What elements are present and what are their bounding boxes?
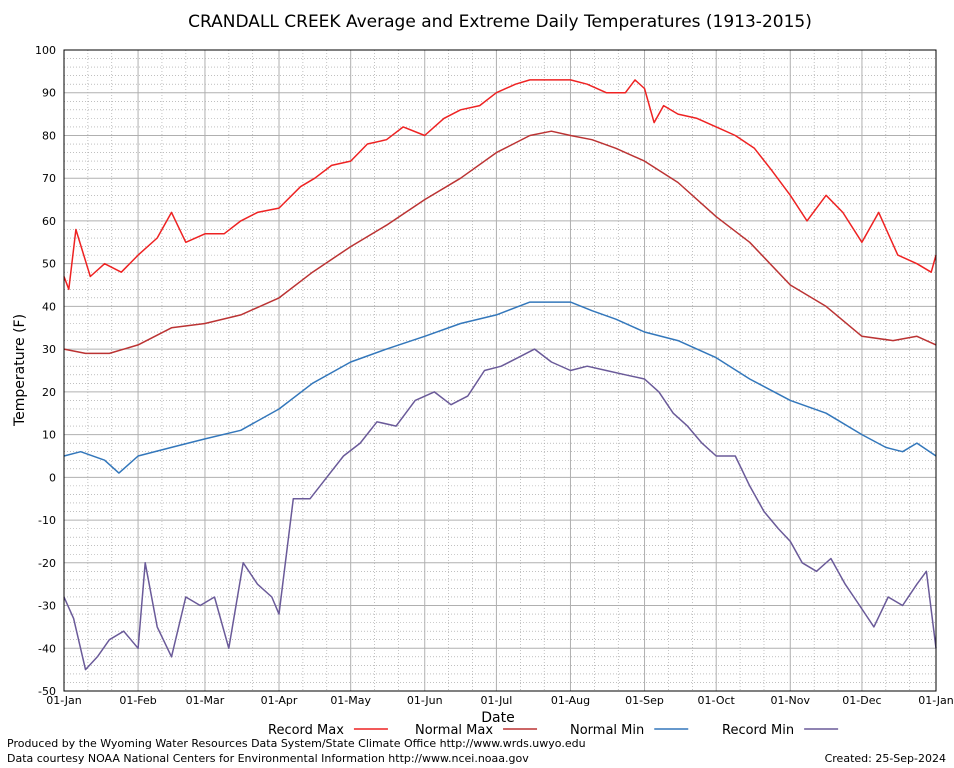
legend-label: Record Min xyxy=(722,723,794,738)
legend-label: Normal Max xyxy=(415,723,493,738)
x-axis-label: Date xyxy=(481,710,514,726)
y-tick-label: -20 xyxy=(38,557,56,570)
x-tick-label: 01-Oct xyxy=(698,694,736,707)
y-tick-label: -50 xyxy=(38,685,56,698)
x-tick-label: 01-Mar xyxy=(186,694,225,707)
x-tick-label: 01-Feb xyxy=(119,694,156,707)
x-tick-label: 01-May xyxy=(330,694,371,707)
legend-label: Normal Min xyxy=(570,723,644,738)
x-tick-label: 01-Aug xyxy=(551,694,590,707)
x-tick-label: 01-Jan xyxy=(918,694,954,707)
plot-frame xyxy=(63,49,937,692)
y-tick-label: 30 xyxy=(42,343,56,356)
legend: Record Max Normal Max Normal Min Record Min xyxy=(268,723,839,738)
x-tick-label: 01-Nov xyxy=(771,694,811,707)
series-line-normal-max xyxy=(63,130,937,355)
plot-background xyxy=(63,49,937,692)
y-tick-label: 90 xyxy=(42,87,56,100)
y-tick-label: 70 xyxy=(42,172,56,185)
series-lines xyxy=(63,79,937,671)
y-axis-label: Temperature (F) xyxy=(12,314,28,427)
x-tick-label: 01-Jan xyxy=(46,694,82,707)
y-tick-label: 0 xyxy=(49,471,56,484)
legend-label: Record Max xyxy=(268,723,344,738)
chart-title: CRANDALL CREEK Average and Extreme Daily… xyxy=(188,12,812,32)
x-tick-label: 01-Jun xyxy=(407,694,443,707)
x-tick-label: 01-Jul xyxy=(480,694,512,707)
y-tick-label: 60 xyxy=(42,215,56,228)
series-line-record-min xyxy=(63,348,937,671)
y-tick-label: 80 xyxy=(42,129,56,142)
y-tick-label: -10 xyxy=(38,514,56,527)
footer-produced-by: Produced by the Wyoming Water Resources … xyxy=(7,737,586,750)
series-line-normal-min xyxy=(63,301,937,474)
footer-created-date: Created: 25-Sep-2024 xyxy=(824,752,946,765)
x-tick-label: 01-Dec xyxy=(842,694,881,707)
y-tick-label: -30 xyxy=(38,600,56,613)
x-tick-label: 01-Apr xyxy=(261,694,298,707)
y-tick-label: 100 xyxy=(35,44,56,57)
series-line-record-max xyxy=(63,79,937,291)
footer-data-courtesy: Data courtesy NOAA National Centers for … xyxy=(7,752,529,765)
y-tick-label: 40 xyxy=(42,300,56,313)
y-tick-label: -40 xyxy=(38,642,56,655)
y-tick-label: 20 xyxy=(42,386,56,399)
y-tick-label: 10 xyxy=(42,429,56,442)
x-axis-ticks: 01-Jan 01-Feb 01-Mar 01-Apr 01-May 01-Jun 01-J… xyxy=(46,694,954,707)
x-tick-label: 01-Sep xyxy=(625,694,664,707)
y-tick-label: 50 xyxy=(42,258,56,271)
